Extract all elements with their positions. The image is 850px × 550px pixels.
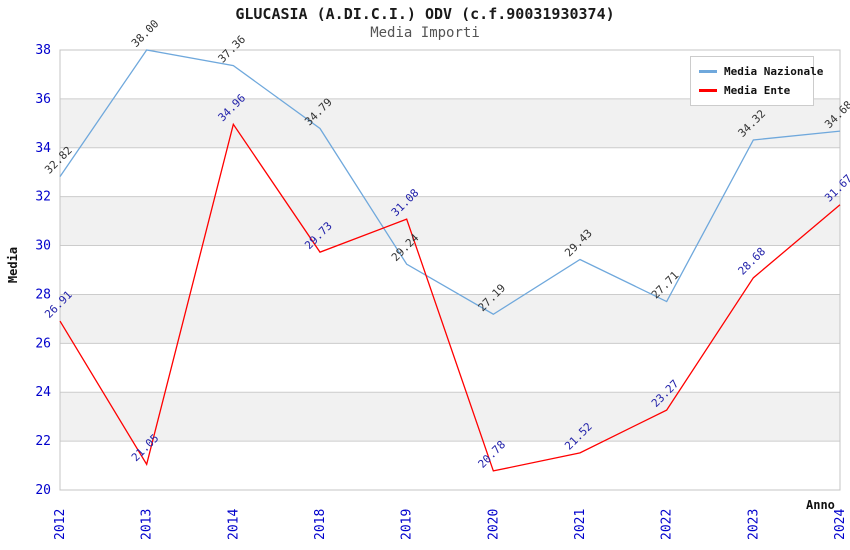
plot-band (60, 294, 840, 344)
plot-band (60, 196, 840, 246)
plot-band (60, 392, 840, 442)
y-tick-label: 20 (35, 483, 51, 498)
y-tick-label: 36 (35, 92, 51, 107)
legend-label-media-ente: Media Ente (724, 84, 791, 97)
point-label-media-nazionale: 38.00 (129, 17, 162, 50)
chart-title: GLUCASIA (A.DI.C.I.) ODV (c.f.9003193037… (235, 5, 615, 23)
x-tick-label: 2024 (833, 509, 848, 540)
point-label-media-ente: 28.68 (736, 245, 769, 278)
y-tick-label: 28 (35, 287, 51, 302)
x-tick-label: 2021 (573, 509, 588, 540)
legend-swatch-media-nazionale (699, 70, 717, 73)
y-tick-label: 32 (35, 190, 51, 205)
series-line-media-nazionale (59, 49, 841, 316)
x-tick-label: 2018 (313, 509, 328, 540)
x-tick-label: 2023 (746, 509, 761, 540)
y-tick-label: 34 (35, 141, 51, 156)
x-tick-label: 2013 (140, 509, 155, 540)
y-tick-label: 30 (35, 239, 51, 254)
chart-subtitle: Media Importi (370, 25, 480, 41)
y-tick-label: 24 (35, 385, 51, 400)
x-tick-label: 2019 (400, 509, 415, 540)
legend-item-media-ente: Media Ente (699, 81, 805, 100)
y-tick-label: 38 (35, 43, 51, 58)
series-line-media-ente (59, 122, 841, 472)
legend-swatch-media-ente (699, 89, 717, 92)
x-axis-title: Anno (806, 498, 835, 512)
legend-item-media-nazionale: Media Nazionale (699, 62, 823, 81)
x-tick-label: 2020 (486, 509, 501, 540)
point-label-media-ente: 31.67 (822, 172, 850, 205)
plot-border (59, 49, 841, 491)
y-tick-label: 22 (35, 434, 51, 449)
x-tick-label: 2012 (53, 509, 68, 540)
y-axis-title: Media (6, 246, 20, 284)
x-tick-label: 2014 (226, 509, 241, 540)
legend: Media Nazionale Media Ente (690, 56, 823, 106)
legend-label-media-nazionale: Media Nazionale (724, 65, 824, 78)
point-label-media-nazionale: 37.36 (216, 33, 249, 66)
plot-band (60, 98, 840, 148)
y-tick-label: 26 (35, 336, 51, 351)
x-tick-label: 2022 (660, 509, 675, 540)
